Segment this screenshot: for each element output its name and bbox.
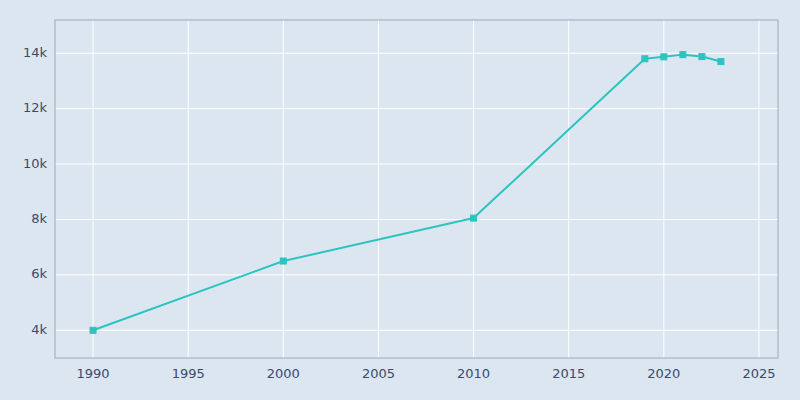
y-grid-line: [55, 274, 778, 275]
y-grid-line: [55, 330, 778, 331]
marker: [680, 52, 686, 58]
x-tick-label: 2010: [457, 366, 490, 381]
x-tick-label: 2000: [267, 366, 300, 381]
y-tick-label: 8k: [31, 211, 47, 226]
marker: [90, 327, 96, 333]
y-grid-line: [55, 53, 778, 54]
grid: [55, 20, 778, 358]
x-tick-label: 2025: [742, 366, 775, 381]
x-grid-line: [568, 20, 569, 358]
y-tick-label: 14k: [23, 45, 48, 60]
x-grid-line: [473, 20, 474, 358]
background: [0, 0, 800, 400]
y-grid-line: [55, 219, 778, 220]
x-grid-line: [93, 20, 94, 358]
marker: [699, 54, 705, 60]
y-grid-line: [55, 108, 778, 109]
marker: [642, 56, 648, 62]
chart-container: 4k 6k 8k 10k 12k 14k 1990 1995 2000 2005 2010 2015 2…: [0, 0, 800, 400]
x-grid-line: [188, 20, 189, 358]
plot-frame: [55, 20, 778, 358]
x-tick-label: 2015: [552, 366, 585, 381]
x-tick-label: 2005: [362, 366, 395, 381]
x-tick-label: 1990: [77, 366, 110, 381]
x-grid-line: [283, 20, 284, 358]
y-tick-label: 6k: [31, 266, 47, 281]
y-tick-label: 4k: [31, 322, 47, 337]
line: [93, 55, 721, 331]
y-grid-line: [55, 164, 778, 165]
marker: [471, 215, 477, 221]
data-layer: [90, 52, 724, 334]
y-tick-label: 12k: [23, 100, 48, 115]
x-grid-line: [378, 20, 379, 358]
marker: [661, 54, 667, 60]
chart-svg: 4k 6k 8k 10k 12k 14k 1990 1995 2000 2005 2010 2015 2…: [0, 0, 800, 400]
y-tick-label: 10k: [23, 156, 48, 171]
x-grid-line: [758, 20, 759, 358]
marker: [718, 59, 724, 65]
x-grid-line: [663, 20, 664, 358]
x-tick-label: 2020: [647, 366, 680, 381]
marker: [280, 258, 286, 264]
x-tick-label: 1995: [172, 366, 205, 381]
